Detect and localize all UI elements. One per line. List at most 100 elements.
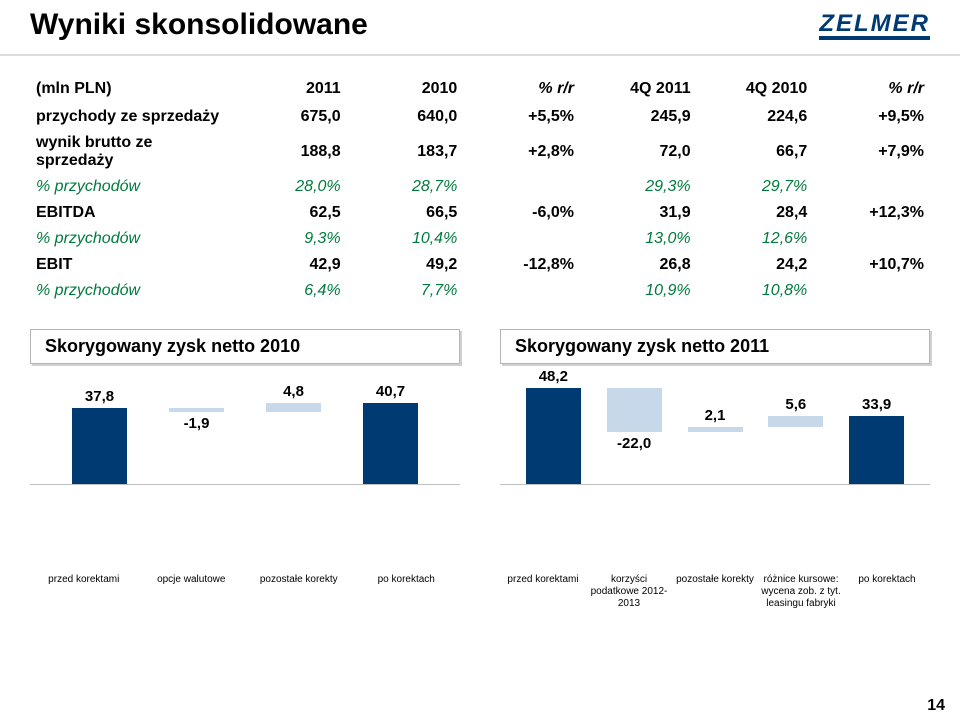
table-cell: 66,5 [347,200,464,226]
bar-label: 48,2 [526,368,581,385]
table-cell [813,226,930,252]
table-cell [813,278,930,304]
table-cell: 24,2 [697,252,814,278]
table-cell: 224,6 [697,104,814,130]
table-cell: +2,8% [463,130,580,174]
category-label: po korektach [353,574,461,586]
bar [849,416,904,484]
bar-rect [266,403,321,413]
results-table: (mln PLN)20112010% r/r4Q 20114Q 2010% r/… [0,56,960,314]
table-cell: % przychodów [30,174,230,200]
table-row: wynik brutto ze sprzedaży188,8183,7+2,8%… [30,130,930,174]
table-cell: 9,3% [230,226,347,252]
table-cell: % przychodów [30,226,230,252]
bar-rect [849,416,904,484]
table-cell: 245,9 [580,104,697,130]
table-cell: 12,6% [697,226,814,252]
table-row: przychody ze sprzedaży675,0640,0+5,5%245… [30,104,930,130]
table-cell: 28,7% [347,174,464,200]
bar [72,408,127,484]
page-title: Wyniki skonsolidowane [30,8,368,42]
bar-rect [72,408,127,484]
table-row: % przychodów28,0%28,7%29,3%29,7% [30,174,930,200]
table-cell: +7,9% [813,130,930,174]
bar [768,416,823,427]
table-cell: 10,9% [580,278,697,304]
category-label: opcje walutowe [138,574,246,586]
bar-rect [768,416,823,427]
column-header: % r/r [813,76,930,104]
table-cell [463,226,580,252]
axis-line [500,484,930,485]
logo-underline [819,36,930,40]
bar [607,388,662,432]
bar [688,427,743,431]
column-header: 2011 [230,76,347,104]
table-cell: +9,5% [813,104,930,130]
table-cell: 42,9 [230,252,347,278]
axis-line [30,484,460,485]
table-cell [463,278,580,304]
table-cell: 640,0 [347,104,464,130]
bar-rect [688,427,743,431]
table-cell: 6,4% [230,278,347,304]
table-cell: 183,7 [347,130,464,174]
table-cell: +12,3% [813,200,930,226]
logo-text: ZELMER [819,10,930,38]
bar-label: 33,9 [849,396,904,413]
chart-left: 37,8-1,94,840,7 przed korektamiopcje wal… [30,384,460,610]
column-header: % r/r [463,76,580,104]
chart-right: 48,2-22,02,15,633,9 przed korektamikorzy… [500,384,930,610]
bar-label: -1,9 [169,415,224,432]
table-cell: 29,7% [697,174,814,200]
table-cell: 10,4% [347,226,464,252]
table-cell: -12,8% [463,252,580,278]
table-cell: 10,8% [697,278,814,304]
bar-label: 40,7 [363,383,418,400]
charts-area: Skorygowany zysk netto 2010 Skorygowany … [0,329,960,610]
bar-rect [607,388,662,432]
chart-title-right: Skorygowany zysk netto 2011 [500,329,930,364]
bar [266,403,321,413]
table-cell: % przychodów [30,278,230,304]
bar [169,408,224,412]
column-header: 4Q 2011 [580,76,697,104]
table-cell: 31,9 [580,200,697,226]
table-cell: 72,0 [580,130,697,174]
logo: ZELMER [819,10,930,40]
table-cell: 13,0% [580,226,697,252]
table-cell: 675,0 [230,104,347,130]
table-cell [463,174,580,200]
bar-label: -22,0 [607,435,662,452]
table-row: EBITDA62,566,5-6,0%31,928,4+12,3% [30,200,930,226]
category-label: przed korektami [500,574,586,610]
header: Wyniki skonsolidowane ZELMER [0,0,960,56]
table-cell: 7,7% [347,278,464,304]
bar-label: 2,1 [688,407,743,424]
category-label: korzyści podatkowe 2012-2013 [586,574,672,610]
bar-rect [169,408,224,412]
column-header: 2010 [347,76,464,104]
bar-label: 5,6 [768,396,823,413]
category-label: różnice kursowe: wycena zob. z tyt. leas… [758,574,844,610]
category-label: przed korektami [30,574,138,586]
table-cell: 62,5 [230,200,347,226]
table-cell: 28,0% [230,174,347,200]
chart-title-left: Skorygowany zysk netto 2010 [30,329,460,364]
table-cell: 28,4 [697,200,814,226]
page-number: 14 [927,697,945,715]
table-cell: -6,0% [463,200,580,226]
bar-rect [526,388,581,484]
table-cell: +10,7% [813,252,930,278]
bar [526,388,581,484]
column-header: (mln PLN) [30,76,230,104]
table-cell: 66,7 [697,130,814,174]
table-cell: 26,8 [580,252,697,278]
category-label: po korektach [844,574,930,610]
category-label: pozostałe korekty [672,574,758,610]
category-label: pozostałe korekty [245,574,353,586]
table-cell: +5,5% [463,104,580,130]
bar-rect [363,403,418,484]
bar [363,403,418,484]
table-row: % przychodów9,3%10,4% 13,0%12,6% [30,226,930,252]
